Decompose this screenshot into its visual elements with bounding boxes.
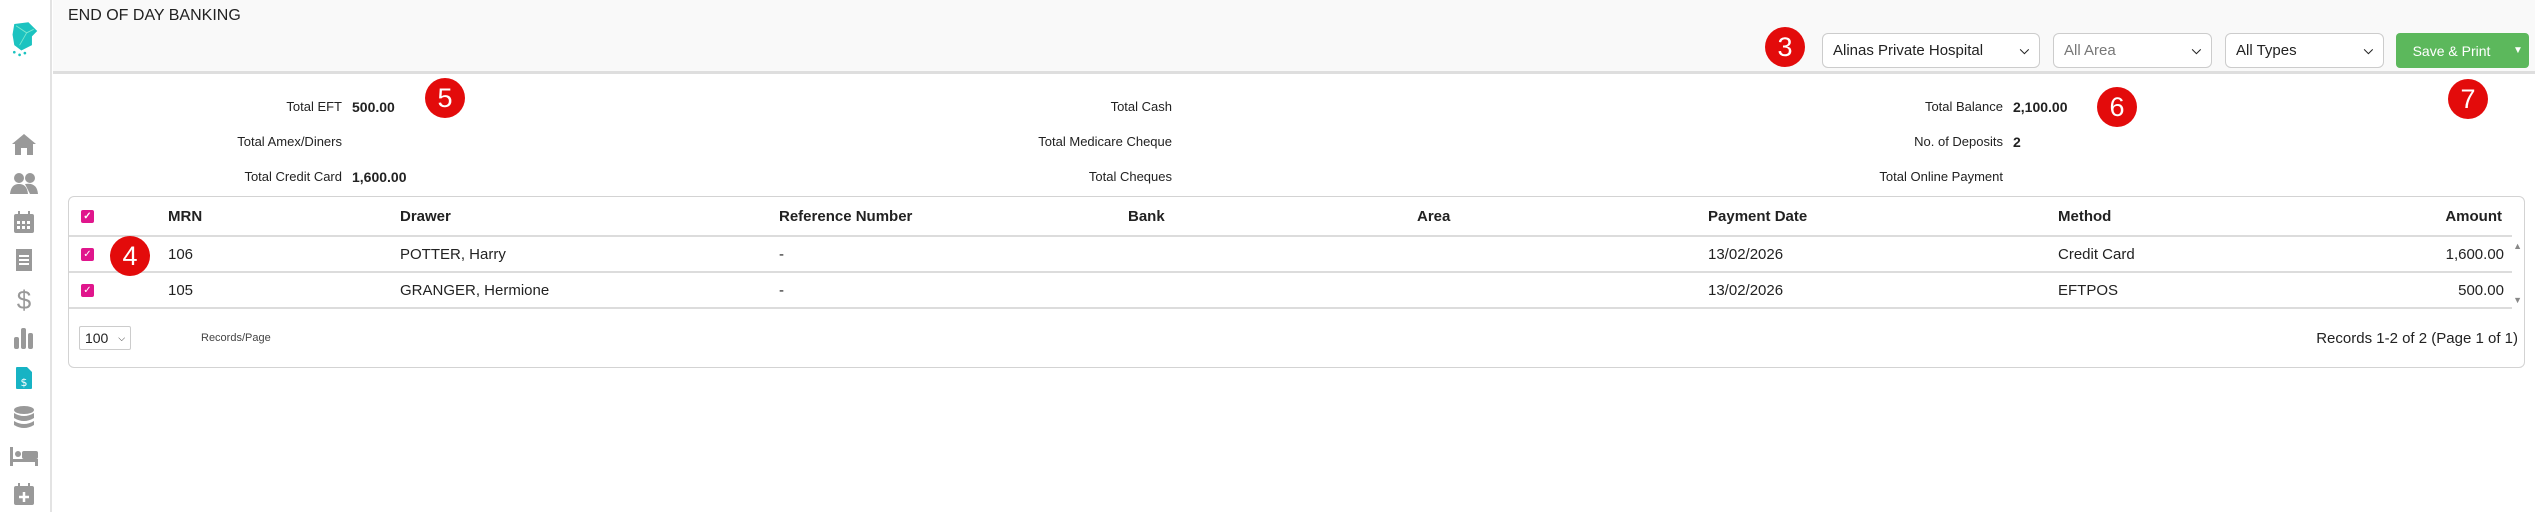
area-select-value: All Area xyxy=(2064,42,2116,59)
dollar-icon[interactable]: $ xyxy=(16,284,32,315)
select-all-checkbox[interactable]: ✓ xyxy=(81,209,94,223)
chevron-down-icon: ⌵ xyxy=(118,332,126,343)
hospital-select[interactable]: Alinas Private Hospital ⌵ xyxy=(1822,33,2040,68)
types-select-value: All Types xyxy=(2236,42,2297,59)
users-icon[interactable] xyxy=(9,169,39,197)
reference-cell: - xyxy=(779,281,784,299)
col-amount[interactable]: Amount xyxy=(2445,207,2502,225)
total-credit-value: 1,600.00 xyxy=(352,169,407,185)
receipt-icon[interactable] xyxy=(9,246,39,274)
col-drawer[interactable]: Drawer xyxy=(400,207,451,225)
table-row[interactable]: ✓ 106 POTTER, Harry - 13/02/2026 Credit … xyxy=(69,237,2512,273)
total-balance-row: Total Balance xyxy=(0,97,2003,117)
drawer-cell: POTTER, Harry xyxy=(400,245,506,263)
online-row: Total Online Payment xyxy=(0,167,2003,187)
table-row[interactable]: ✓ 105 GRANGER, Hermione - 13/02/2026 EFT… xyxy=(69,273,2512,309)
total-balance-value: 2,100.00 xyxy=(2013,99,2068,115)
reference-cell: - xyxy=(779,245,784,263)
logo[interactable] xyxy=(9,18,39,60)
total-medicare-label: Total Medicare Cheque xyxy=(1038,134,1172,149)
records-per-page-label: Records/Page xyxy=(201,332,271,344)
total-cheques-row: Total Cheques xyxy=(0,167,1172,187)
method-cell: Credit Card xyxy=(2058,245,2135,263)
types-select[interactable]: All Types ⌵ xyxy=(2225,33,2384,68)
table-header: ✓ MRN Drawer Reference Number Bank Area … xyxy=(69,197,2512,237)
deposits-value: 2 xyxy=(2013,134,2021,150)
total-credit-row: Total Credit Card xyxy=(0,167,342,187)
total-cash-row: Total Cash xyxy=(0,97,1172,117)
hospital-select-value: Alinas Private Hospital xyxy=(1833,42,1984,59)
calendar-icon[interactable] xyxy=(9,208,39,236)
scroll-down-icon[interactable]: ▼ xyxy=(2513,295,2522,305)
chevron-down-icon: ⌵ xyxy=(2363,43,2373,57)
total-eft-value: 500.00 xyxy=(352,99,395,115)
amount-cell: 1,600.00 xyxy=(2445,245,2504,263)
col-payment-date[interactable]: Payment Date xyxy=(1708,207,1808,225)
calendar-plus-icon[interactable] xyxy=(9,480,39,508)
annotation-badge-5: 5 xyxy=(425,78,465,118)
deposits-label: No. of Deposits xyxy=(1914,134,2003,149)
caret-down-icon[interactable]: ▼ xyxy=(2513,45,2523,56)
annotation-badge-7: 7 xyxy=(2448,79,2488,119)
page-size-value: 100 xyxy=(84,330,109,346)
col-bank[interactable]: Bank xyxy=(1128,207,1165,225)
total-medicare-row: Total Medicare Cheque xyxy=(0,132,1172,152)
date-cell: 13/02/2026 xyxy=(1708,245,1784,263)
database-icon[interactable] xyxy=(9,403,39,431)
chevron-down-icon: ⌵ xyxy=(2019,43,2029,57)
records-info: Records 1-2 of 2 (Page 1 of 1) xyxy=(2316,330,2518,347)
total-cheques-label: Total Cheques xyxy=(1088,169,1172,184)
row-checkbox[interactable]: ✓ xyxy=(81,283,94,297)
drawer-cell: GRANGER, Hermione xyxy=(400,281,550,299)
total-amex-label: Total Amex/Diners xyxy=(237,134,342,149)
amount-cell: 500.00 xyxy=(2458,281,2504,299)
page-size-select[interactable]: 100 ⌵ xyxy=(79,326,131,350)
page-title: END OF DAY BANKING xyxy=(68,7,241,24)
svg-text:$: $ xyxy=(21,376,28,389)
total-balance-label: Total Balance xyxy=(1924,99,2003,114)
annotation-badge-4: 4 xyxy=(110,236,150,276)
bed-icon[interactable] xyxy=(9,442,39,470)
col-method[interactable]: Method xyxy=(2058,207,2112,225)
col-reference[interactable]: Reference Number xyxy=(779,207,913,225)
annotation-badge-3: 3 xyxy=(1765,27,1805,67)
invoice-dollar-icon[interactable]: $ xyxy=(9,364,39,392)
row-checkbox[interactable]: ✓ xyxy=(81,247,94,261)
col-area[interactable]: Area xyxy=(1417,207,1451,225)
deposits-row: No. of Deposits xyxy=(0,132,2003,152)
sidebar: $ $ xyxy=(0,0,52,512)
save-print-label: Save & Print xyxy=(2412,42,2491,59)
chevron-down-icon: ⌵ xyxy=(2191,43,2201,57)
total-eft-label: Total EFT xyxy=(286,99,342,114)
date-cell: 13/02/2026 xyxy=(1708,281,1784,299)
total-amex-row: Total Amex/Diners xyxy=(0,132,342,152)
total-eft-row: Total EFT xyxy=(0,97,342,117)
area-select[interactable]: All Area ⌵ xyxy=(2053,33,2212,68)
annotation-badge-6: 6 xyxy=(2097,87,2137,127)
total-cash-label: Total Cash xyxy=(1110,99,1172,114)
mrn-cell: 106 xyxy=(168,245,194,263)
banking-table: ✓ MRN Drawer Reference Number Bank Area … xyxy=(68,196,2525,368)
save-print-button[interactable]: Save & Print ▼ xyxy=(2396,33,2529,68)
home-icon[interactable] xyxy=(9,130,39,158)
total-credit-label: Total Credit Card xyxy=(244,169,342,184)
bar-chart-icon[interactable] xyxy=(9,324,39,352)
online-label: Total Online Payment xyxy=(1879,169,2003,184)
method-cell: EFTPOS xyxy=(2058,281,2119,299)
mrn-cell: 105 xyxy=(168,281,194,299)
col-mrn[interactable]: MRN xyxy=(168,207,203,225)
scroll-up-icon[interactable]: ▲ xyxy=(2513,241,2522,251)
